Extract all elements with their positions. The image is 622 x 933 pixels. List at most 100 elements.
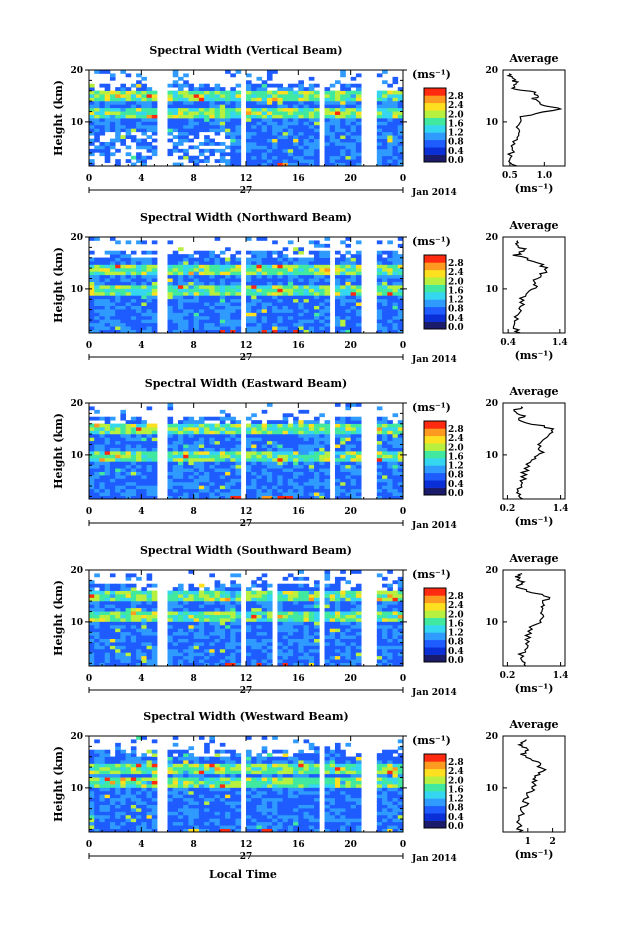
- x-tick-label: 4: [138, 174, 144, 184]
- heatmap-cell: [246, 91, 252, 95]
- heatmap-cell: [115, 482, 121, 486]
- heatmap-cell: [309, 101, 315, 105]
- heatmap-cell: [183, 632, 189, 636]
- heatmap-cell: [262, 597, 268, 601]
- heatmap-cell: [251, 608, 257, 612]
- heatmap-cell: [115, 104, 121, 108]
- heatmap-cell: [356, 159, 362, 163]
- heatmap-cell: [309, 645, 315, 649]
- heatmap-cell: [215, 108, 221, 112]
- heatmap-cell: [115, 427, 121, 431]
- heatmap-cell: [335, 427, 341, 431]
- heatmap-cell: [204, 594, 210, 598]
- heatmap-cell: [204, 139, 210, 143]
- colorbar-swatch: [424, 473, 446, 481]
- heatmap-cell: [272, 271, 278, 275]
- heatmap-cell: [199, 417, 205, 421]
- x-tick-label: 0: [86, 507, 92, 517]
- heatmap-cell: [215, 94, 221, 98]
- heatmap-cell: [267, 645, 273, 649]
- heatmap-cell: [262, 94, 268, 98]
- heatmap-cell: [199, 285, 205, 289]
- heatmap-cell: [110, 625, 116, 629]
- heatmap-cell: [330, 128, 336, 132]
- heatmap-cell: [304, 139, 310, 143]
- heatmap-cell: [120, 118, 126, 122]
- heatmap-cell: [262, 142, 268, 146]
- heatmap-cell: [115, 125, 121, 129]
- heatmap-cell: [183, 434, 189, 438]
- heatmap-cell: [272, 145, 278, 149]
- heatmap-cell: [99, 145, 105, 149]
- heatmap-cell: [298, 441, 304, 445]
- heatmap-cell: [319, 472, 325, 476]
- heatmap-cell: [267, 642, 273, 646]
- heatmap-cell: [236, 485, 242, 489]
- heatmap-cell: [105, 591, 111, 595]
- heatmap-cell: [225, 108, 231, 112]
- heatmap-cell: [126, 485, 132, 489]
- heatmap-cell: [220, 319, 226, 323]
- heatmap-cell: [168, 264, 174, 268]
- heatmap-cell: [304, 97, 310, 101]
- heatmap-cell: [267, 323, 273, 327]
- heatmap-cell: [309, 115, 315, 119]
- heatmap-cell: [277, 132, 283, 136]
- heatmap-cell: [283, 577, 289, 581]
- heatmap-cell: [89, 251, 95, 255]
- heatmap-cell: [298, 635, 304, 639]
- heatmap-cell: [314, 468, 320, 472]
- heatmap-cell: [178, 625, 184, 629]
- heatmap-cell: [220, 410, 226, 414]
- heatmap-cell: [209, 285, 215, 289]
- heatmap-cell: [356, 326, 362, 330]
- heatmap-cell: [277, 312, 283, 316]
- heatmap-cell: [236, 258, 242, 262]
- heatmap-cell: [168, 118, 174, 122]
- heatmap-cell: [262, 465, 268, 469]
- heatmap-cell: [188, 156, 194, 160]
- heatmap-cell: [246, 142, 252, 146]
- heatmap-cell: [105, 594, 111, 598]
- heatmap-cell: [199, 312, 205, 316]
- heatmap-cell: [225, 309, 231, 313]
- heatmap-cell: [335, 128, 341, 132]
- heatmap-cell: [267, 261, 273, 265]
- heatmap-cell: [230, 639, 236, 643]
- heatmap-cell: [136, 652, 142, 656]
- heatmap-cell: [141, 465, 147, 469]
- heatmap-cell: [246, 135, 252, 139]
- heatmap-cell: [335, 306, 341, 310]
- heatmap-cell: [183, 444, 189, 448]
- heatmap-cell: [120, 424, 126, 428]
- heatmap-cell: [393, 159, 399, 163]
- heatmap-cell: [204, 482, 210, 486]
- heatmap-cell: [277, 591, 283, 595]
- heatmap-cell: [283, 430, 289, 434]
- heatmap-cell: [262, 584, 268, 588]
- heatmap-cell: [325, 656, 331, 660]
- heatmap-cell: [115, 604, 121, 608]
- heatmap-cell: [325, 649, 331, 653]
- heatmap-cell: [152, 91, 158, 95]
- heatmap-cell: [178, 278, 184, 282]
- heatmap-cell: [256, 615, 262, 619]
- heatmap-cell: [230, 104, 236, 108]
- heatmap-cell: [325, 625, 331, 629]
- heatmap-cell: [178, 319, 184, 323]
- heatmap-cell: [293, 458, 299, 462]
- heatmap-cell: [340, 101, 346, 105]
- heatmap-cell: [194, 601, 200, 605]
- heatmap-cell: [325, 652, 331, 656]
- heatmap-cell: [99, 84, 105, 88]
- heatmap-cell: [183, 319, 189, 323]
- heatmap-cell: [173, 299, 179, 303]
- heatmap-cell: [168, 323, 174, 327]
- heatmap-cell: [272, 454, 278, 458]
- heatmap-cell: [141, 145, 147, 149]
- heatmap-cell: [283, 299, 289, 303]
- heatmap-cell: [152, 434, 158, 438]
- heatmap-cell: [126, 108, 132, 112]
- heatmap-cell: [105, 461, 111, 465]
- heatmap-cell: [304, 437, 310, 441]
